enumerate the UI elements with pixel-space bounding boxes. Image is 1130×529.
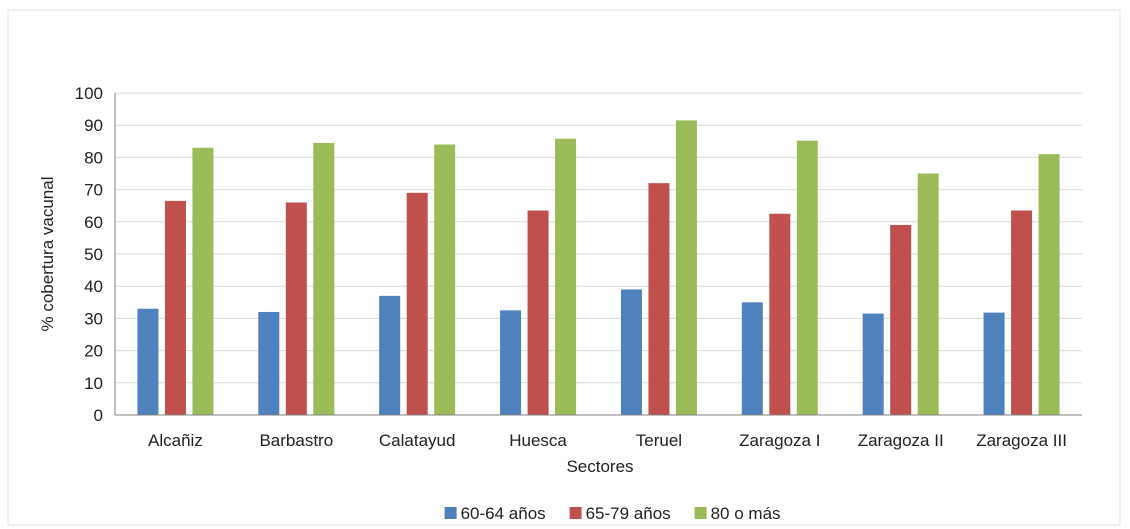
chart-border: [7, 9, 1121, 526]
bar: [137, 308, 159, 415]
bar: [164, 200, 186, 415]
y-tick-label: 60: [84, 213, 103, 232]
x-tick-label: Calatayud: [379, 431, 456, 450]
x-tick-label: Teruel: [636, 431, 682, 450]
legend-label: 60-64 años: [461, 504, 546, 523]
y-tick-label: 90: [84, 116, 103, 135]
bar: [796, 140, 818, 415]
legend-swatch: [694, 507, 707, 519]
legend: 60-64 años 65-79 años 80 o más: [444, 504, 781, 523]
legend-label: 65-79 años: [586, 504, 671, 523]
bar: [983, 312, 1005, 415]
bar: [379, 295, 401, 415]
y-tick-label: 80: [84, 148, 103, 167]
bar: [862, 313, 884, 415]
bar: [620, 289, 642, 415]
bar: [648, 183, 670, 415]
x-tick-label: Alcañiz: [148, 431, 203, 450]
legend-swatch: [444, 507, 457, 519]
bar: [527, 210, 549, 415]
bar: [192, 147, 214, 416]
y-tick-label: 10: [84, 374, 103, 393]
bar: [555, 138, 577, 415]
bar: [500, 310, 522, 415]
legend-swatch: [569, 507, 582, 519]
bar: [769, 213, 791, 415]
bar: [1038, 154, 1060, 415]
bar: [741, 302, 763, 415]
y-tick-labels: 0 10 20 30 40 50 60 70 80 90 100: [75, 84, 103, 425]
bar: [1011, 210, 1033, 415]
x-axis-label: Sectores: [566, 457, 633, 476]
legend-label: 80 o más: [711, 504, 781, 523]
y-tick-label: 70: [84, 181, 103, 200]
bar: [917, 173, 939, 415]
x-tick-label: Zaragoza II: [858, 431, 944, 450]
y-axis-label: % cobertura vacunal: [38, 177, 57, 332]
bar: [285, 202, 307, 415]
axes: [114, 93, 1082, 416]
y-tick-label: 20: [84, 342, 103, 361]
y-tick-label: 50: [84, 245, 103, 264]
bar: [313, 142, 335, 415]
bar: [406, 192, 428, 415]
bar: [434, 144, 456, 415]
y-tick-label: 40: [84, 277, 103, 296]
y-tick-label: 100: [75, 84, 103, 103]
y-tick-label: 0: [94, 406, 103, 425]
x-tick-label: Barbastro: [259, 431, 333, 450]
bar: [890, 225, 912, 415]
y-tick-label: 30: [84, 309, 103, 328]
x-tick-labels: Alcañiz Barbastro Calatayud Huesca Teruel Zar…: [148, 431, 1067, 450]
x-tick-label: Zaragoza I: [739, 431, 820, 450]
x-tick-label: Zaragoza III: [976, 431, 1067, 450]
bar: [258, 311, 280, 415]
bars: [137, 120, 1060, 416]
bar: [675, 120, 697, 416]
x-tick-label: Huesca: [509, 431, 567, 450]
